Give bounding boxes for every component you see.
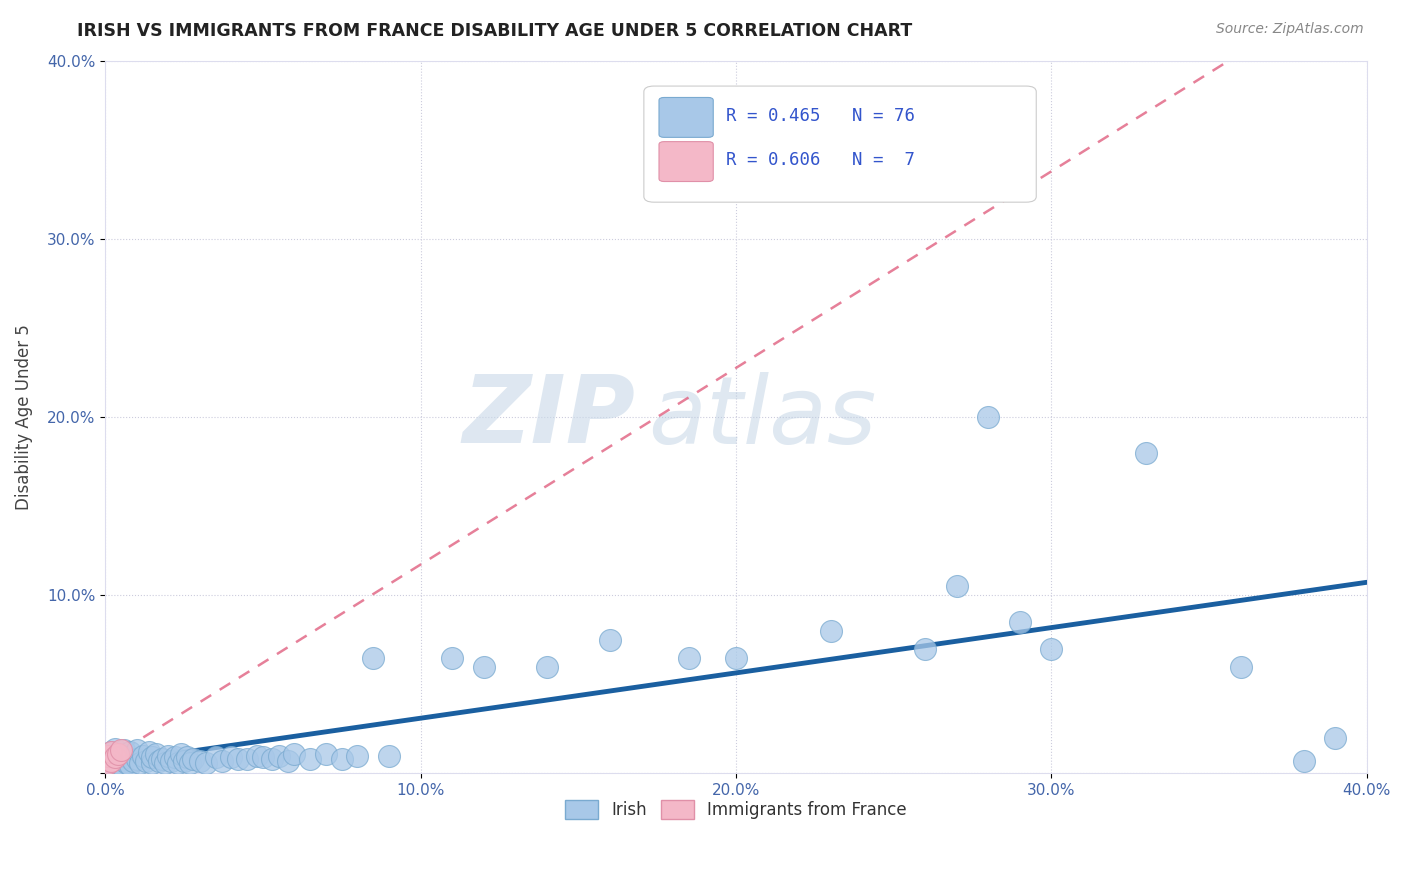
Point xyxy=(245,748,267,763)
Point xyxy=(252,750,274,764)
Text: IRISH VS IMMIGRANTS FROM FRANCE DISABILITY AGE UNDER 5 CORRELATION CHART: IRISH VS IMMIGRANTS FROM FRANCE DISABILI… xyxy=(77,22,912,40)
Point xyxy=(110,747,132,761)
Text: ZIP: ZIP xyxy=(463,371,636,463)
Point xyxy=(277,754,299,768)
Point xyxy=(125,752,148,766)
Point xyxy=(115,756,138,770)
Point xyxy=(125,743,148,757)
Point xyxy=(132,748,155,763)
Point xyxy=(315,747,337,761)
Point xyxy=(914,641,936,656)
Point xyxy=(183,752,205,766)
Point xyxy=(103,748,125,763)
Point xyxy=(141,756,163,770)
FancyBboxPatch shape xyxy=(644,86,1036,202)
Point xyxy=(97,756,120,770)
Point xyxy=(724,650,747,665)
Point xyxy=(110,743,132,757)
Point xyxy=(820,624,842,638)
Point xyxy=(1229,659,1251,673)
Point xyxy=(163,750,186,764)
Point xyxy=(110,757,132,772)
Point xyxy=(115,750,138,764)
Point xyxy=(176,750,198,764)
Point xyxy=(361,650,384,665)
Point xyxy=(160,754,183,768)
Point xyxy=(179,756,201,770)
Point xyxy=(1292,754,1315,768)
Point xyxy=(141,750,163,764)
Point xyxy=(472,659,495,673)
Point xyxy=(211,754,233,768)
Point xyxy=(100,745,122,759)
Point xyxy=(100,745,122,759)
Point xyxy=(219,750,242,764)
Point xyxy=(148,754,170,768)
Point xyxy=(103,757,125,772)
Point xyxy=(236,752,259,766)
Point xyxy=(262,752,284,766)
Y-axis label: Disability Age Under 5: Disability Age Under 5 xyxy=(15,325,32,510)
Text: R = 0.465   N = 76: R = 0.465 N = 76 xyxy=(725,107,915,125)
Point xyxy=(135,754,157,768)
Text: atlas: atlas xyxy=(648,372,876,463)
Point xyxy=(150,752,173,766)
FancyBboxPatch shape xyxy=(659,142,713,181)
Point xyxy=(977,410,1000,425)
Legend: Irish, Immigrants from France: Irish, Immigrants from France xyxy=(558,793,914,826)
Point xyxy=(122,754,145,768)
Point xyxy=(299,752,322,766)
Point xyxy=(1324,731,1347,745)
Point xyxy=(100,754,122,768)
Point xyxy=(195,756,218,770)
Text: R = 0.606   N =  7: R = 0.606 N = 7 xyxy=(725,151,915,169)
Point xyxy=(441,650,464,665)
Point xyxy=(173,754,195,768)
Text: Source: ZipAtlas.com: Source: ZipAtlas.com xyxy=(1216,22,1364,37)
Point xyxy=(100,759,122,773)
Point xyxy=(170,747,193,761)
Point xyxy=(346,748,368,763)
Point xyxy=(599,632,621,647)
Point xyxy=(157,748,180,763)
Point xyxy=(120,745,142,759)
Point xyxy=(97,748,120,763)
Point xyxy=(112,754,135,768)
Point xyxy=(536,659,558,673)
Point xyxy=(103,752,125,766)
Point xyxy=(103,750,125,764)
Point xyxy=(1008,615,1031,629)
Point xyxy=(100,754,122,768)
Point xyxy=(1040,641,1063,656)
Point xyxy=(103,741,125,756)
Point xyxy=(378,748,401,763)
Point xyxy=(107,756,129,770)
Point xyxy=(166,756,188,770)
Point xyxy=(204,750,226,764)
Point xyxy=(226,752,249,766)
Point xyxy=(145,747,167,761)
Point xyxy=(128,756,150,770)
Point xyxy=(107,750,129,764)
Point xyxy=(678,650,700,665)
Point xyxy=(330,752,353,766)
Point xyxy=(267,748,290,763)
Point xyxy=(107,747,129,761)
Point xyxy=(153,756,176,770)
Point xyxy=(120,757,142,772)
Point xyxy=(945,579,967,593)
Point xyxy=(97,756,120,770)
Point xyxy=(138,745,160,759)
Point xyxy=(283,747,305,761)
FancyBboxPatch shape xyxy=(659,97,713,137)
Point xyxy=(188,754,211,768)
Point xyxy=(97,748,120,763)
Point xyxy=(1135,446,1157,460)
Point xyxy=(112,743,135,757)
